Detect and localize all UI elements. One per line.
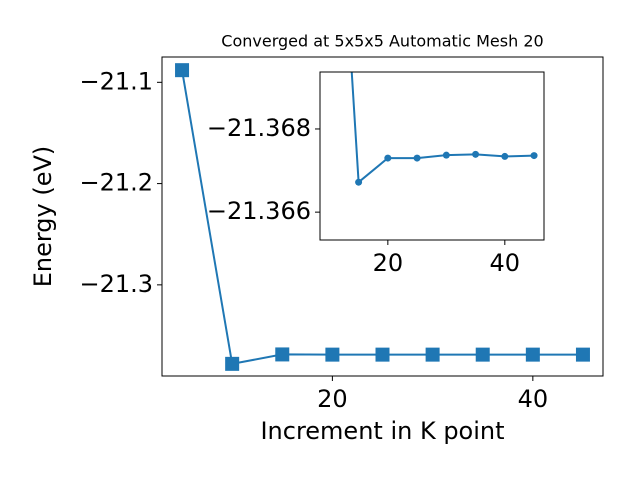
x-tick-label: 40	[490, 249, 521, 277]
marker	[525, 347, 540, 362]
chart-title: Converged at 5x5x5 Automatic Mesh 20	[221, 32, 543, 51]
x-tick-label: 40	[518, 385, 549, 413]
y-tick-label: −21.368	[207, 114, 311, 142]
marker	[375, 347, 390, 362]
axes-frame	[161, 56, 604, 377]
marker	[355, 178, 363, 186]
y-tick-label: −21.3	[79, 270, 153, 298]
marker	[530, 152, 538, 160]
x-tick-label: 20	[317, 385, 348, 413]
marker	[225, 356, 240, 371]
axes-frame	[319, 71, 545, 241]
plot-content	[350, 72, 538, 186]
marker	[325, 347, 340, 362]
marker	[384, 154, 392, 162]
x-axis-label: Increment in K point	[260, 417, 504, 445]
marker	[175, 63, 190, 78]
y-axis-label: Energy (eV)	[29, 146, 57, 288]
marker	[501, 152, 509, 160]
marker	[472, 150, 480, 158]
y-tick-label: −21.1	[79, 67, 153, 95]
x-tick-label: 20	[373, 249, 404, 277]
marker	[442, 151, 450, 159]
series-line	[350, 72, 535, 185]
marker	[575, 347, 590, 362]
marker	[475, 347, 490, 362]
marker	[425, 347, 440, 362]
marker	[275, 347, 290, 362]
plot-content	[175, 63, 590, 371]
y-tick-label: −21.366	[207, 197, 311, 225]
y-tick-label: −21.2	[79, 169, 153, 197]
marker	[413, 154, 421, 162]
